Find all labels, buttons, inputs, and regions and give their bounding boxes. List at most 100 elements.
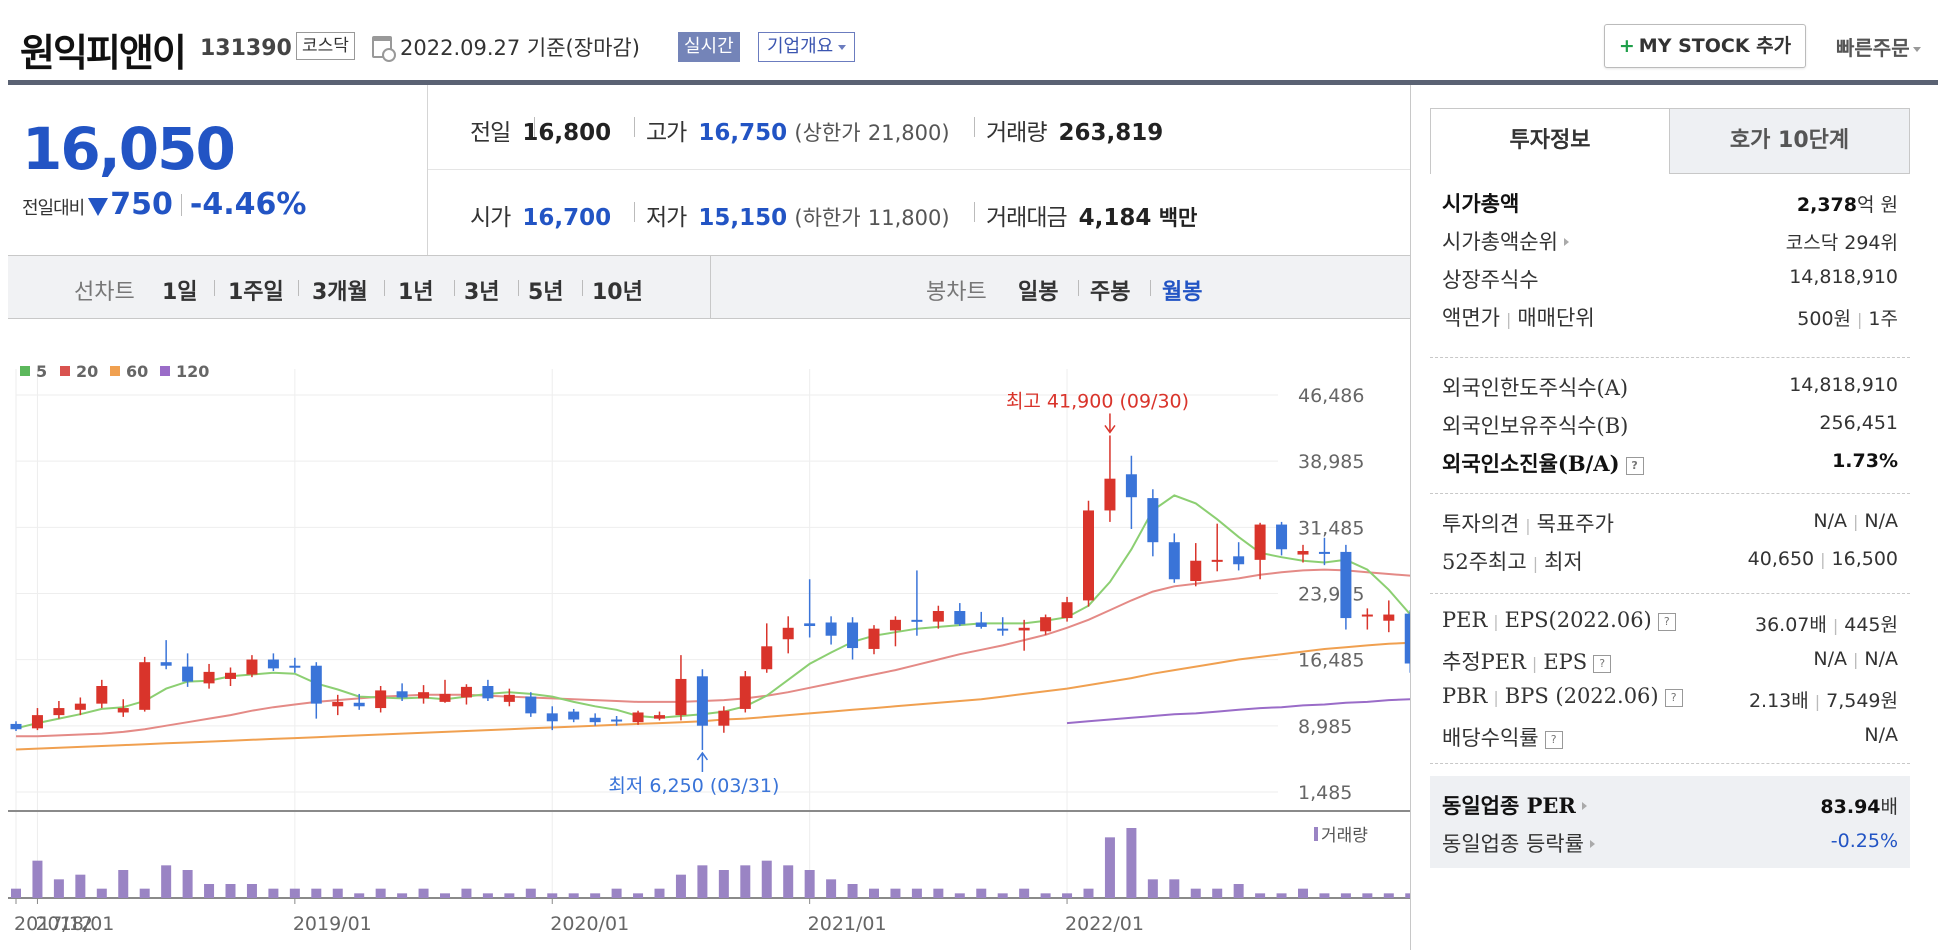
volume-bar: [375, 888, 386, 898]
opinion-row: 투자의견 | 목표주가 N/A | N/A: [1442, 508, 1898, 540]
divider: |: [1832, 616, 1839, 635]
volume-bar: [1233, 884, 1244, 898]
par-value: 500원 | 1주: [1797, 304, 1898, 331]
help-icon[interactable]: ?: [1664, 689, 1683, 707]
info-tabs: 투자정보 호가 10단계: [1430, 108, 1910, 174]
volume-legend-label: 거래량: [1321, 826, 1368, 846]
par-value-row: 액면가 | 매매단위 500원 | 1주: [1442, 302, 1898, 334]
change-label: 전일대비: [22, 198, 85, 219]
candle-body: [1168, 542, 1180, 580]
volume-bar: [1212, 888, 1223, 898]
volume-bar: [482, 893, 493, 898]
candle-body: [310, 665, 322, 704]
plus-icon: +: [1618, 35, 1635, 57]
industry-change-row[interactable]: 동일업종 등락률 -0.25%: [1442, 828, 1898, 860]
candle-body: [611, 719, 623, 722]
volume-bar: [118, 870, 129, 898]
w52-row: 52주최고 | 최저 40,650 | 16,500: [1442, 546, 1898, 578]
est-eps-value: N/A: [1864, 648, 1898, 670]
add-my-stock-button[interactable]: + MY STOCK 추가: [1604, 24, 1806, 68]
tab-order-book[interactable]: 호가 10단계: [1669, 108, 1910, 174]
eps-value: 445원: [1844, 614, 1898, 636]
candle-body: [782, 627, 794, 640]
volume-bar: [568, 893, 579, 898]
candle-monthly-button[interactable]: 월봉: [1162, 280, 1203, 305]
foreign-limit-label: 외국인한도주식수(A): [1442, 376, 1629, 400]
candle-body: [225, 672, 236, 679]
candle-body: [31, 715, 43, 729]
candle-body: [375, 690, 387, 709]
candle-body: [1297, 551, 1309, 555]
industry-per-row[interactable]: 동일업종 PER 83.94배: [1442, 790, 1898, 822]
divider: [180, 194, 182, 216]
divider: |: [1493, 688, 1499, 707]
dividend-label: 배당수익률?: [1442, 722, 1563, 752]
volume-bar: [1190, 888, 1201, 898]
summary-row: 시가 16,700 저가 15,150 (하한가 11,800) 거래대금 4,184…: [428, 170, 1410, 255]
down-triangle-icon: [88, 198, 109, 216]
industry-per-text: 동일업종 PER: [1442, 793, 1576, 818]
valuation-section: PER | EPS(2022.06)? 36.07배 | 445원 추정PER | EPS? N…: [1430, 594, 1910, 764]
candle-chart-label: 봉차트: [926, 280, 987, 305]
help-icon[interactable]: ?: [1657, 613, 1676, 631]
volume-bar: [761, 860, 772, 898]
candle-weekly-button[interactable]: 주봉: [1090, 280, 1131, 305]
price-change: 전일대비 750 -4.46%: [22, 187, 306, 222]
day-high: 고가 16,750 (상한가 21,800): [634, 113, 950, 147]
quick-order-label: 빠른주문: [1836, 36, 1910, 60]
period-1y-button[interactable]: 1년: [398, 280, 434, 305]
foreign-hold-row: 외국인보유주식수(B) 256,451: [1442, 410, 1898, 442]
prev-close-label: 전일: [470, 120, 511, 146]
period-10y-button[interactable]: 10년: [592, 280, 643, 305]
help-icon[interactable]: ?: [1593, 655, 1612, 673]
dividend-row: 배당수익률? N/A: [1442, 722, 1898, 754]
candle-body: [53, 708, 65, 716]
volume-legend-swatch: [1314, 827, 1318, 841]
period-1w-button[interactable]: 1주일: [228, 280, 284, 305]
volume-bar: [1169, 879, 1180, 898]
legend-label: 60: [126, 362, 148, 381]
volume-bar: [675, 874, 686, 898]
change-value: 750: [110, 187, 173, 222]
realtime-button[interactable]: 실시간: [678, 32, 740, 62]
candle-body: [1147, 498, 1159, 543]
candle-body: [74, 703, 86, 710]
foreign-section: 외국인한도주식수(A) 14,818,910 외국인보유주식수(B) 256,451…: [1430, 358, 1910, 494]
period-5y-button[interactable]: 5년: [528, 280, 564, 305]
lower-limit-label: (하한가: [794, 206, 861, 230]
divider: [1150, 280, 1151, 296]
divider: |: [1820, 550, 1826, 569]
help-icon[interactable]: ?: [1625, 457, 1644, 475]
ma120-line: [1066, 698, 1410, 725]
legend-label: 5: [36, 362, 47, 381]
cap-rank-row[interactable]: 시가총액순위 코스닥 294위: [1442, 226, 1898, 258]
quick-order-button[interactable]: 빠른주문: [1836, 32, 1921, 61]
cap-rank-value: 코스닥 294위: [1785, 232, 1898, 254]
candle-body: [954, 611, 966, 625]
period-3y-button[interactable]: 3년: [464, 280, 500, 305]
candle-body: [1361, 614, 1373, 617]
candle-body: [589, 717, 601, 723]
per-value-text: 36.07배: [1754, 614, 1827, 636]
candle-body: [332, 701, 344, 707]
help-icon[interactable]: ?: [1544, 731, 1563, 749]
market-cap-number: 2,378: [1796, 194, 1857, 216]
prev-close: 전일 16,800: [470, 113, 611, 147]
candle-body: [1018, 627, 1030, 631]
candle-body: [675, 678, 687, 716]
candle-body: [482, 686, 494, 699]
company-overview-button[interactable]: 기업개요: [758, 32, 856, 62]
period-1d-button[interactable]: 1일: [162, 280, 198, 305]
prev-close-value: 16,800: [522, 120, 612, 146]
candle-daily-button[interactable]: 일봉: [1018, 280, 1059, 305]
foreign-limit-row: 외국인한도주식수(A) 14,818,910: [1442, 372, 1898, 404]
volume-bar: [1298, 888, 1308, 898]
tab-invest-info[interactable]: 투자정보: [1430, 108, 1670, 174]
period-3m-button[interactable]: 3개월: [312, 280, 368, 305]
volume-value: 263,819: [1058, 120, 1164, 146]
volume-bar: [289, 888, 300, 898]
industry-section: 동일업종 PER 83.94배 동일업종 등락률 -0.25%: [1430, 776, 1910, 868]
divider: |: [1814, 692, 1821, 711]
per-label: PER | EPS(2022.06)?: [1442, 608, 1676, 632]
cap-rank-text: 시가총액순위: [1442, 230, 1558, 254]
